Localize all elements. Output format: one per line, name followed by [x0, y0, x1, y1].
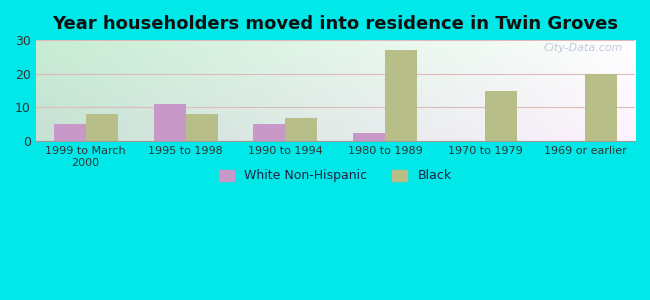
Bar	[385, 50, 417, 141]
Bar	[485, 91, 517, 141]
Bar	[585, 74, 617, 141]
Bar	[185, 114, 218, 141]
Legend: White Non-Hispanic, Black: White Non-Hispanic, Black	[214, 164, 456, 188]
Text: City-Data.com: City-Data.com	[543, 43, 623, 53]
Bar	[254, 124, 285, 141]
Bar	[285, 118, 317, 141]
Title: Year householders moved into residence in Twin Groves: Year householders moved into residence i…	[53, 15, 618, 33]
Bar	[354, 133, 385, 141]
Bar	[153, 104, 185, 141]
Bar	[54, 124, 86, 141]
Bar	[86, 114, 118, 141]
